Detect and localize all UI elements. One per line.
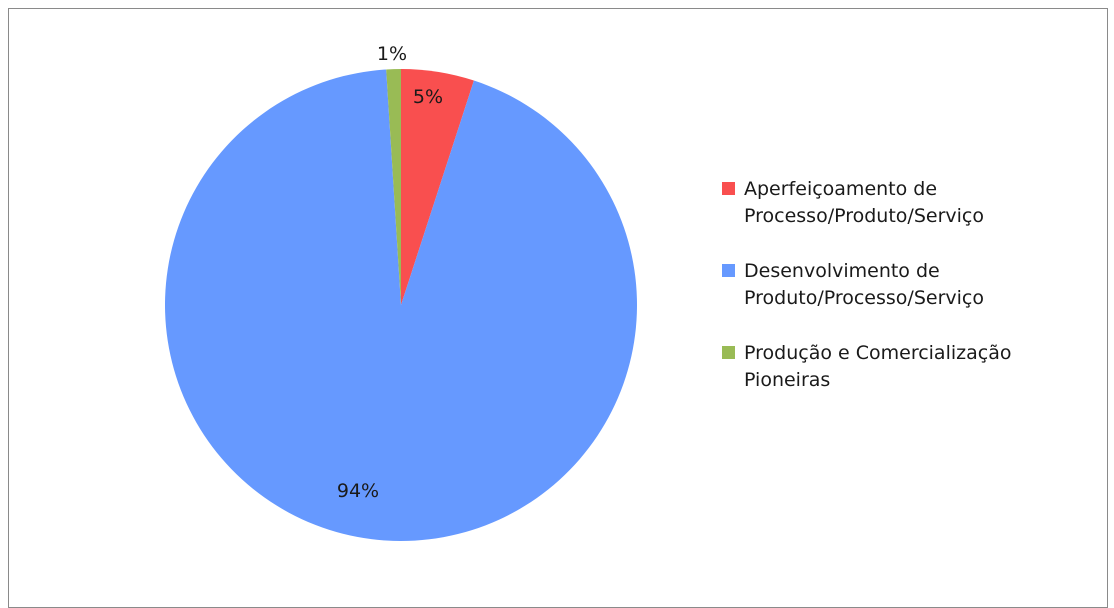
legend-item: Produção e Comercialização Pioneiras (722, 340, 1092, 394)
slice-value-label: 1% (377, 43, 407, 65)
legend: Aperfeiçoamento de Processo/Produto/Serv… (722, 176, 1092, 422)
legend-label: Desenvolvimento de Produto/Processo/Serv… (744, 260, 984, 309)
slice-value-label: 94% (337, 480, 379, 502)
legend-swatch (722, 346, 735, 359)
legend-swatch (722, 264, 735, 277)
pie-data-labels: 5% 94% 1% (337, 43, 443, 502)
pie-slice (165, 69, 637, 541)
legend-label: Aperfeiçoamento de Processo/Produto/Serv… (744, 178, 984, 227)
slice-value-label: 5% (413, 86, 443, 108)
pie-slice (401, 69, 474, 305)
pie-slices (165, 69, 637, 541)
pie-chart: 5% 94% 1% (165, 43, 637, 541)
legend-item: Aperfeiçoamento de Processo/Produto/Serv… (722, 176, 1092, 230)
legend-label: Produção e Comercialização Pioneiras (744, 342, 1012, 391)
legend-item: Desenvolvimento de Produto/Processo/Serv… (722, 258, 1092, 312)
legend-swatch (722, 182, 735, 195)
pie-slice (386, 69, 401, 305)
